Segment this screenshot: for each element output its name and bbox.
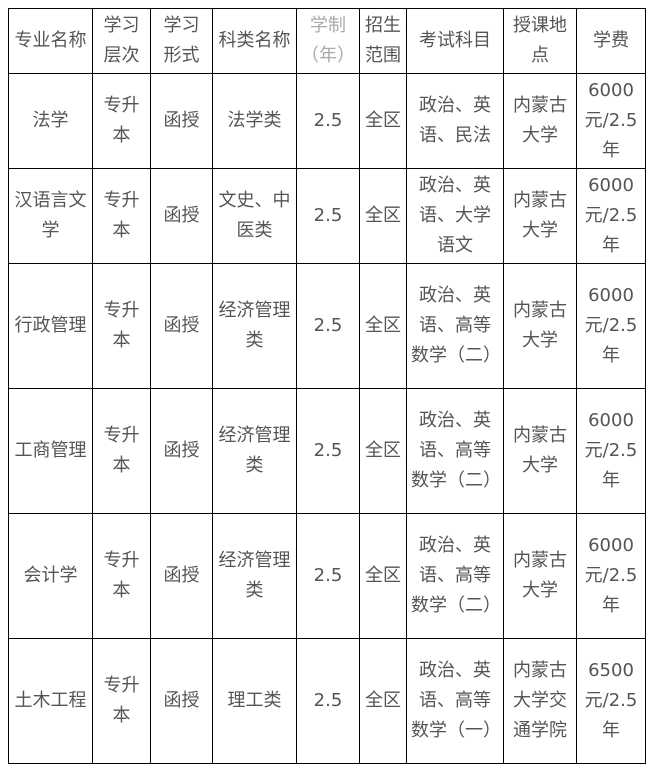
header-mode: 学习形式: [150, 8, 213, 74]
cell-exam-subjects: 政治、英语、高等数学（二）: [406, 513, 504, 639]
cell-duration: 2.5: [296, 513, 360, 639]
cell-level: 专升本: [92, 73, 151, 169]
cell-region: 全区: [359, 513, 407, 639]
header-tuition: 学费: [576, 8, 646, 74]
table-row: 土木工程 专升本 函授 理工类 2.5 全区 政治、英语、高等数学（一） 内蒙古大学交通学院 6…: [8, 638, 646, 764]
cell-region: 全区: [359, 263, 407, 389]
cell-mode: 函授: [150, 638, 213, 764]
cell-exam-subjects: 政治、英语、高等数学（一）: [406, 638, 504, 764]
table-row: 法学 专升本 函授 法学类 2.5 全区 政治、英语、民法 内蒙古大学 6000元/2.5年: [8, 73, 646, 169]
header-duration: 学制（年）: [296, 8, 360, 74]
cell-major: 会计学: [8, 513, 93, 639]
cell-level: 专升本: [92, 168, 151, 264]
cell-category: 理工类: [212, 638, 297, 764]
cell-category: 经济管理类: [212, 263, 297, 389]
cell-level: 专升本: [92, 263, 151, 389]
cell-major: 工商管理: [8, 388, 93, 514]
cell-level: 专升本: [92, 638, 151, 764]
table-row: 会计学 专升本 函授 经济管理类 2.5 全区 政治、英语、高等数学（二） 内蒙古大学 6000…: [8, 513, 646, 639]
cell-tuition: 6000元/2.5年: [576, 388, 646, 514]
header-region: 招生范围: [359, 8, 407, 74]
cell-mode: 函授: [150, 73, 213, 169]
header-category: 科类名称: [212, 8, 297, 74]
cell-location: 内蒙古大学: [503, 168, 577, 264]
cell-level: 专升本: [92, 388, 151, 514]
cell-major: 行政管理: [8, 263, 93, 389]
cell-duration: 2.5: [296, 263, 360, 389]
cell-mode: 函授: [150, 263, 213, 389]
cell-major: 汉语言文学: [8, 168, 93, 264]
cell-location: 内蒙古大学: [503, 73, 577, 169]
cell-exam-subjects: 政治、英语、高等数学（二）: [406, 388, 504, 514]
cell-tuition: 6000元/2.5年: [576, 263, 646, 389]
cell-tuition: 6000元/2.5年: [576, 513, 646, 639]
cell-exam-subjects: 政治、英语、大学语文: [406, 168, 504, 264]
cell-location: 内蒙古大学: [503, 513, 577, 639]
table-row: 工商管理 专升本 函授 经济管理类 2.5 全区 政治、英语、高等数学（二） 内蒙古大学 600…: [8, 388, 646, 514]
cell-major: 法学: [8, 73, 93, 169]
cell-tuition: 6000元/2.5年: [576, 168, 646, 264]
cell-duration: 2.5: [296, 388, 360, 514]
cell-region: 全区: [359, 168, 407, 264]
cell-duration: 2.5: [296, 168, 360, 264]
table-row: 汉语言文学 专升本 函授 文史、中医类 2.5 全区 政治、英语、大学语文 内蒙古大学 6000…: [8, 168, 646, 264]
header-row: 专业名称 学习层次 学习形式 科类名称 学制（年） 招生范围 考试科目 授课地点 学费: [8, 8, 646, 74]
header-exam-subjects: 考试科目: [406, 8, 504, 74]
cell-region: 全区: [359, 73, 407, 169]
cell-category: 经济管理类: [212, 513, 297, 639]
header-level: 学习层次: [92, 8, 151, 74]
cell-exam-subjects: 政治、英语、高等数学（二）: [406, 263, 504, 389]
cell-mode: 函授: [150, 513, 213, 639]
table-row: 行政管理 专升本 函授 经济管理类 2.5 全区 政治、英语、高等数学（二） 内蒙古大学 600…: [8, 263, 646, 389]
cell-mode: 函授: [150, 168, 213, 264]
cell-region: 全区: [359, 388, 407, 514]
cell-location: 内蒙古大学交通学院: [503, 638, 577, 764]
cell-category: 法学类: [212, 73, 297, 169]
program-table: 专业名称 学习层次 学习形式 科类名称 学制（年） 招生范围 考试科目 授课地点 学费 法学 专升本…: [8, 8, 646, 764]
cell-duration: 2.5: [296, 73, 360, 169]
cell-category: 经济管理类: [212, 388, 297, 514]
header-major: 专业名称: [8, 8, 93, 74]
cell-region: 全区: [359, 638, 407, 764]
header-location: 授课地点: [503, 8, 577, 74]
cell-tuition: 6500元/2.5年: [576, 638, 646, 764]
cell-tuition: 6000元/2.5年: [576, 73, 646, 169]
cell-category: 文史、中医类: [212, 168, 297, 264]
cell-duration: 2.5: [296, 638, 360, 764]
cell-major: 土木工程: [8, 638, 93, 764]
cell-mode: 函授: [150, 388, 213, 514]
cell-exam-subjects: 政治、英语、民法: [406, 73, 504, 169]
cell-location: 内蒙古大学: [503, 263, 577, 389]
cell-location: 内蒙古大学: [503, 388, 577, 514]
cell-level: 专升本: [92, 513, 151, 639]
